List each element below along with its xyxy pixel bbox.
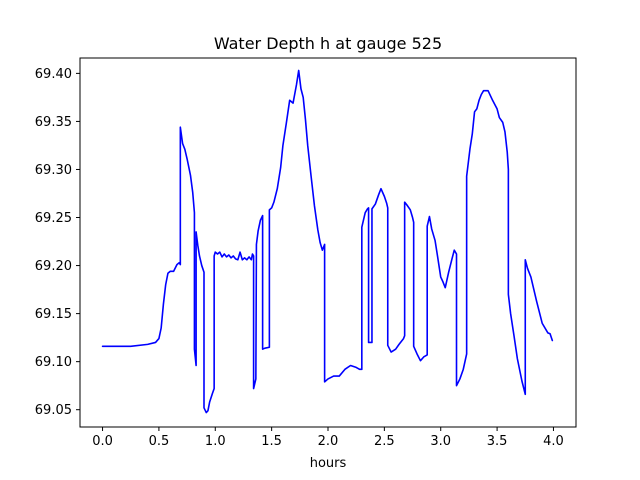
y-tick-label: 69.25 [35,211,72,226]
x-tick-label: 3.5 [487,434,508,449]
y-tick-label: 69.10 [35,355,72,370]
y-tick-label: 69.20 [35,259,72,274]
y-tick-label: 69.05 [35,403,72,418]
y-tick-label: 69.40 [35,67,72,82]
x-tick-label: 2.5 [374,434,395,449]
x-tick-label: 3.0 [430,434,451,449]
axes-layer: 0.0 0.5 1.0 1.5 2.0 2.5 3.0 3.5 4.0 69.05 69.10 69.… [35,57,577,449]
x-tick-label: 2.0 [318,434,339,449]
x-tick-label: 1.5 [261,434,282,449]
y-tick-label: 69.35 [35,115,72,130]
x-tick-label: 1.0 [205,434,226,449]
y-tick-label: 69.30 [35,163,72,178]
x-axis-label: hours [310,456,347,471]
x-tick-label: 0.0 [92,434,113,449]
x-tick-label: 0.5 [149,434,170,449]
x-tick-label: 4.0 [543,434,564,449]
series-layer [101,69,554,414]
y-tick-label: 69.15 [35,307,72,322]
chart-title: Water Depth h at gauge 525 [214,34,442,53]
series-line-1 [101,69,554,414]
